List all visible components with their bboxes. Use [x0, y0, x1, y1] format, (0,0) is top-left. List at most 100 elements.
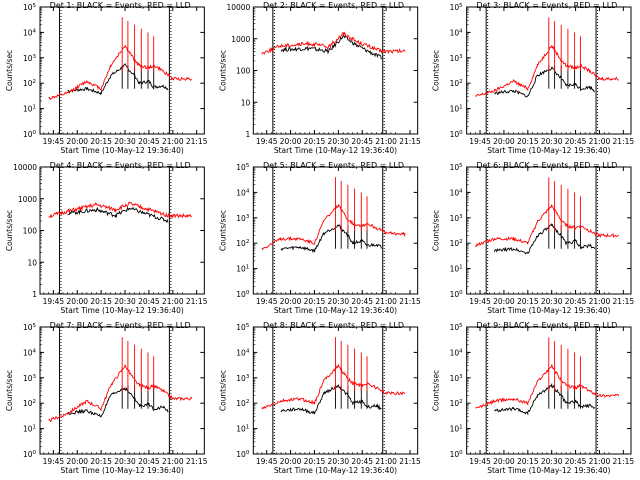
events-series-line	[280, 384, 382, 415]
x-tick-label: 20:45	[138, 297, 160, 306]
x-axis-label: Start Time (10-May-12 19:36:40)	[274, 306, 397, 315]
y-tick-label: 1000	[231, 35, 250, 44]
x-tick-label: 21:15	[613, 297, 635, 306]
y-tick-label: 10	[241, 98, 251, 107]
x-tick-label: 21:00	[375, 137, 397, 146]
y-tick-label: 103	[450, 374, 464, 383]
x-tick-label: 19:45	[469, 137, 491, 146]
y-axis-label: Counts/sec	[5, 370, 14, 411]
x-tick-label: 20:45	[138, 137, 160, 146]
events-series-line	[67, 206, 169, 223]
x-tick-label: 21:15	[613, 457, 635, 466]
y-axis-label: Counts/sec	[218, 210, 227, 251]
lld-series-line	[261, 337, 406, 410]
x-tick-label: 20:15	[517, 137, 539, 146]
x-axis-label: Start Time (10-May-12 19:36:40)	[487, 306, 610, 315]
x-tick-label: 20:15	[90, 297, 112, 306]
x-tick-label: 21:00	[162, 137, 184, 146]
chart-title: Det 3: BLACK = Events, RED = LLD	[476, 1, 617, 10]
events-series-line	[67, 385, 169, 418]
y-tick-label: 100	[450, 290, 464, 299]
x-tick-label: 20:00	[493, 457, 515, 466]
x-axis-label: Start Time (10-May-12 19:36:40)	[61, 146, 184, 155]
plot-frame	[466, 6, 632, 135]
x-tick-label: 20:30	[114, 297, 136, 306]
x-tick-label: 21:00	[162, 297, 184, 306]
y-axis-label: Counts/sec	[432, 210, 441, 251]
chart-title: Det 5: BLACK = Events, RED = LLD	[263, 161, 404, 170]
y-tick-label: 102	[23, 399, 36, 408]
x-tick-label: 20:30	[328, 297, 350, 306]
x-tick-label: 20:15	[90, 457, 112, 466]
x-tick-label: 20:15	[304, 137, 326, 146]
y-axis-label: Counts/sec	[5, 50, 14, 91]
y-tick-label: 104	[236, 348, 250, 357]
lld-series-line	[475, 17, 619, 97]
x-tick-label: 21:00	[375, 457, 397, 466]
chart-title: Det 2: BLACK = Events, RED = LLD	[263, 1, 404, 10]
y-tick-label: 10000	[226, 3, 250, 12]
x-tick-label: 20:15	[304, 457, 326, 466]
chart-title: Det 1: BLACK = Events, RED = LLD	[50, 1, 191, 10]
lld-series-line	[48, 337, 193, 422]
plot-frame	[39, 326, 205, 455]
plot-frame	[39, 6, 205, 135]
y-tick-label: 100	[236, 450, 250, 459]
y-tick-label: 100	[23, 450, 37, 459]
y-tick-label: 105	[450, 3, 464, 12]
y-tick-label: 101	[23, 425, 36, 434]
chart-panel-2: Det 2: BLACK = Events, RED = LLD 1 10 100 10…	[218, 1, 421, 155]
y-tick-label: 102	[23, 79, 36, 88]
x-tick-label: 20:30	[114, 457, 136, 466]
events-series-line	[494, 65, 596, 98]
x-tick-label: 19:45	[43, 457, 65, 466]
x-axis-label: Start Time (10-May-12 19:36:40)	[487, 466, 610, 475]
x-tick-label: 21:15	[186, 137, 208, 146]
x-tick-label: 20:30	[541, 457, 563, 466]
x-tick-label: 21:00	[375, 297, 397, 306]
y-tick-label: 101	[450, 105, 463, 114]
lld-series-line	[48, 17, 193, 101]
x-tick-label: 21:00	[589, 297, 611, 306]
events-series-line	[493, 223, 596, 255]
x-tick-label: 20:00	[280, 297, 302, 306]
chart-title: Det 8: BLACK = Events, RED = LLD	[263, 321, 404, 330]
x-tick-label: 19:45	[43, 297, 65, 306]
x-tick-label: 20:15	[90, 137, 112, 146]
x-tick-label: 20:00	[493, 137, 515, 146]
x-tick-label: 21:00	[589, 457, 611, 466]
lld-series-line	[48, 201, 193, 219]
y-tick-label: 100	[236, 290, 250, 299]
x-tick-label: 20:30	[541, 137, 563, 146]
x-tick-label: 20:00	[66, 457, 88, 466]
plot-frame	[466, 326, 632, 455]
lld-series-line	[261, 177, 406, 251]
x-tick-label: 19:45	[256, 297, 278, 306]
y-tick-label: 103	[23, 54, 37, 63]
events-series-line	[67, 62, 169, 96]
x-axis-label: Start Time (10-May-12 19:36:40)	[487, 146, 610, 155]
x-tick-label: 20:30	[328, 457, 350, 466]
y-tick-label: 104	[23, 28, 37, 37]
lld-series-line	[475, 177, 619, 248]
plot-frame	[466, 166, 632, 295]
x-axis-label: Start Time (10-May-12 19:36:40)	[61, 306, 184, 315]
x-tick-label: 20:45	[565, 457, 587, 466]
x-tick-label: 20:45	[351, 137, 373, 146]
y-tick-label: 101	[450, 425, 463, 434]
plot-frame	[252, 166, 419, 295]
x-tick-label: 20:15	[517, 297, 539, 306]
y-tick-label: 103	[450, 54, 464, 63]
y-tick-label: 101	[23, 105, 36, 114]
y-tick-label: 100	[236, 67, 251, 76]
y-tick-label: 100	[23, 227, 38, 236]
x-tick-label: 20:30	[114, 137, 136, 146]
y-tick-label: 104	[236, 188, 250, 197]
y-axis-label: Counts/sec	[432, 370, 441, 411]
x-tick-label: 20:45	[351, 457, 373, 466]
x-tick-label: 20:45	[138, 457, 160, 466]
plot-frame	[252, 326, 419, 455]
lld-series-line	[261, 31, 406, 55]
x-tick-label: 19:45	[43, 137, 65, 146]
y-tick-label: 101	[236, 265, 249, 274]
